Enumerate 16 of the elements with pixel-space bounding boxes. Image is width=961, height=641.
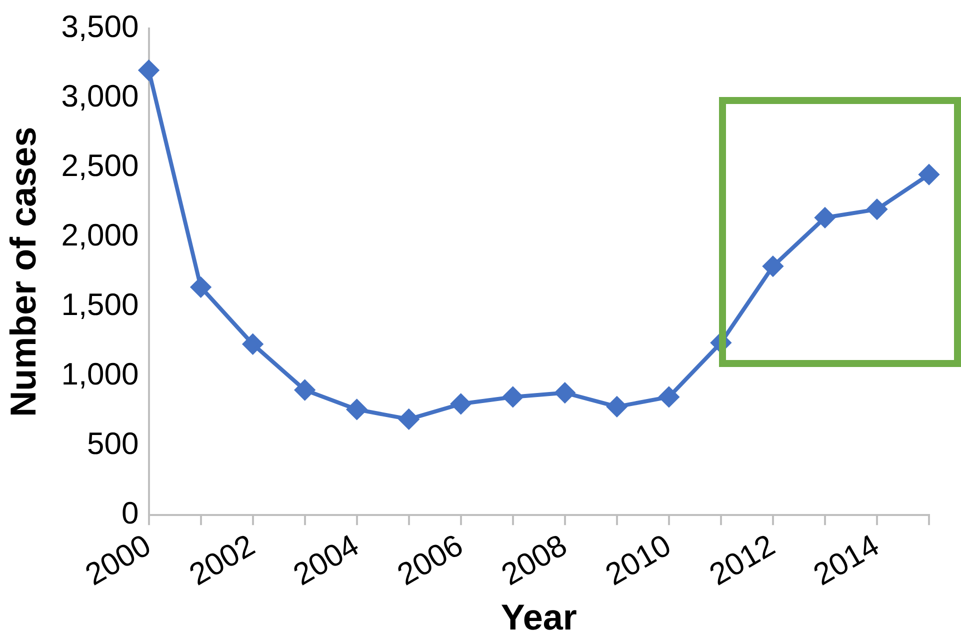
x-tick-label: 2008 bbox=[495, 527, 573, 592]
y-tick-label: 500 bbox=[87, 426, 139, 462]
y-axis-title: Number of cases bbox=[2, 126, 44, 417]
x-tick-label: 2014 bbox=[808, 527, 885, 592]
y-tick-label: 1,500 bbox=[61, 287, 139, 322]
y-tick-label: 2,500 bbox=[61, 148, 139, 184]
x-tick-label: 2002 bbox=[183, 527, 261, 592]
x-axis-title: Year bbox=[500, 596, 577, 638]
x-tick-label: 2006 bbox=[391, 527, 469, 592]
x-tick-label: 2010 bbox=[599, 527, 677, 592]
y-tick-label: 1,000 bbox=[61, 356, 139, 392]
x-tick-label: 2004 bbox=[287, 527, 365, 592]
y-tick-label: 2,000 bbox=[61, 218, 139, 253]
x-tick-label: 2012 bbox=[704, 527, 781, 592]
y-tick-label: 3,500 bbox=[61, 9, 139, 44]
y-tick-label: 3,000 bbox=[61, 78, 139, 114]
